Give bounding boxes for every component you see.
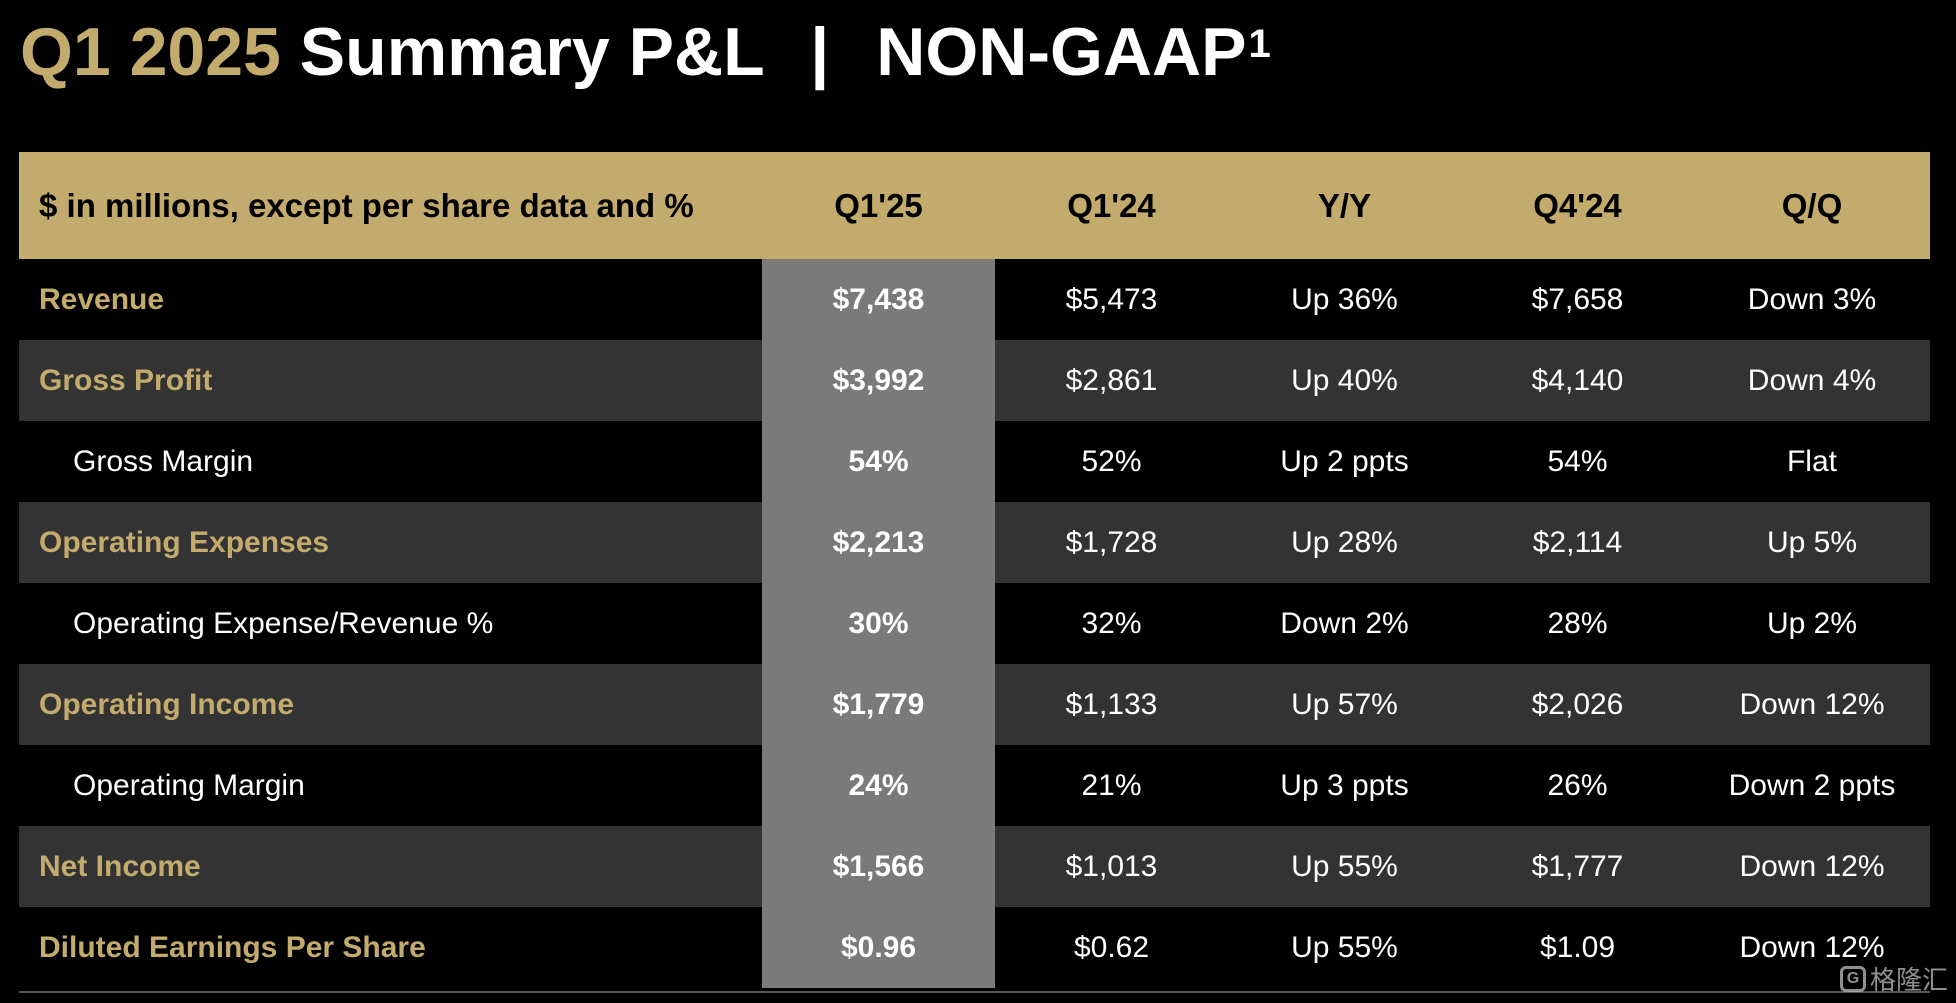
cell-qoq: Down 12% <box>1739 930 1885 964</box>
cell-q4-24: $1,777 <box>1531 849 1624 883</box>
table-row: Diluted Earnings Per Share $0.96 $0.62 U… <box>19 907 1930 988</box>
cell-q1-24: 32% <box>1081 606 1142 640</box>
cell-q1-25: $2,213 <box>762 502 995 583</box>
cell-yoy: Up 2 ppts <box>1280 444 1409 478</box>
page-title: Q1 2025 Summary P&L | NON-GAAP1 <box>20 10 1271 95</box>
cell-yoy: Up 3 ppts <box>1280 768 1409 802</box>
cell-qoq: Up 5% <box>1766 525 1858 559</box>
cell-yoy: Up 36% <box>1291 282 1398 316</box>
cell-q1-25: $3,992 <box>762 340 995 421</box>
cell-qoq: Down 12% <box>1739 687 1885 721</box>
cell-qoq: Down 12% <box>1739 849 1885 883</box>
cell-yoy: Down 2% <box>1280 606 1409 640</box>
row-label: Operating Income <box>39 687 295 721</box>
cell-q4-24: 28% <box>1547 606 1608 640</box>
cell-q4-24: $2,026 <box>1531 687 1624 721</box>
table-row: Operating Expenses $2,213 $1,728 Up 28% … <box>19 502 1930 583</box>
table-row: Operating Income $1,779 $1,133 Up 57% $2… <box>19 664 1930 745</box>
table-header-row: $ in millions, except per share data and… <box>19 152 1930 259</box>
column-header-q1-24: Q1'24 <box>1067 186 1156 224</box>
row-label: Operating Expense/Revenue % <box>73 606 494 640</box>
column-header-yoy: Y/Y <box>1317 186 1372 224</box>
row-label: Net Income <box>39 849 201 883</box>
cell-qoq: Down 3% <box>1747 282 1877 316</box>
title-footnote-marker: 1 <box>1248 22 1271 66</box>
row-label: Operating Margin <box>73 768 305 802</box>
cell-q1-25: 30% <box>762 583 995 664</box>
cell-q1-24: $1,133 <box>1065 687 1158 721</box>
cell-yoy: Up 57% <box>1291 687 1398 721</box>
cell-q4-24: $2,114 <box>1532 525 1623 559</box>
table-row: Gross Margin 54% 52% Up 2 ppts 54% Flat <box>19 421 1930 502</box>
cell-qoq: Down 4% <box>1747 363 1877 397</box>
column-header-qoq: Q/Q <box>1781 186 1843 224</box>
watermark-logo-icon: G <box>1839 965 1866 992</box>
row-label: Revenue <box>39 282 165 316</box>
cell-q1-25: 24% <box>762 745 995 826</box>
table-row: Gross Profit $3,992 $2,861 Up 40% $4,140… <box>19 340 1930 421</box>
cell-q1-25: $1,779 <box>762 664 995 745</box>
title-main: Summary P&L <box>299 14 764 90</box>
cell-q4-24: 26% <box>1547 768 1608 802</box>
cell-q1-24: 52% <box>1081 444 1142 478</box>
cell-q1-24: $1,013 <box>1065 849 1158 883</box>
cell-qoq: Down 2 ppts <box>1728 768 1896 802</box>
row-label: Operating Expenses <box>39 525 330 559</box>
row-label: Gross Margin <box>73 444 254 478</box>
watermark-text: 格隆汇 <box>1869 965 1948 995</box>
cell-q1-24: $2,861 <box>1065 363 1158 397</box>
table-row: Operating Margin 24% 21% Up 3 ppts 26% D… <box>19 745 1930 826</box>
cell-q1-25: $7,438 <box>762 259 995 340</box>
cell-q1-24: $5,473 <box>1065 282 1158 316</box>
cell-q4-24: 54% <box>1547 444 1608 478</box>
cell-q4-24: $1.09 <box>1539 930 1616 964</box>
cell-qoq: Flat <box>1786 444 1837 478</box>
row-label: Diluted Earnings Per Share <box>39 930 426 964</box>
cell-qoq: Up 2% <box>1766 606 1858 640</box>
title-suffix: NON-GAAP <box>876 14 1247 90</box>
watermark: G 格隆汇 <box>1839 960 1948 997</box>
title-separator: | <box>810 14 830 90</box>
table-row: Net Income $1,566 $1,013 Up 55% $1,777 D… <box>19 826 1930 907</box>
table-row: Revenue $7,438 $5,473 Up 36% $7,658 Down… <box>19 259 1930 340</box>
column-header-q1-25: Q1'25 <box>834 186 923 224</box>
column-header-q4-24: Q4'24 <box>1533 186 1622 224</box>
cell-q4-24: $4,140 <box>1531 363 1624 397</box>
cell-yoy: Up 55% <box>1291 930 1398 964</box>
cell-q1-25: 54% <box>762 421 995 502</box>
row-label: Gross Profit <box>39 363 213 397</box>
cell-q1-25: $0.96 <box>762 907 995 988</box>
footer-divider <box>19 991 1930 993</box>
cell-yoy: Up 28% <box>1291 525 1398 559</box>
title-period: Q1 2025 <box>20 14 281 90</box>
cell-q1-24: $0.62 <box>1073 930 1150 964</box>
cell-q4-24: $7,658 <box>1531 282 1624 316</box>
cell-q1-24: $1,728 <box>1065 525 1158 559</box>
cell-q1-24: 21% <box>1081 768 1142 802</box>
table-row: Operating Expense/Revenue % 30% 32% Down… <box>19 583 1930 664</box>
summary-pl-table: $ in millions, except per share data and… <box>19 152 1930 988</box>
cell-yoy: Up 55% <box>1291 849 1398 883</box>
column-header-label: $ in millions, except per share data and… <box>39 186 694 224</box>
cell-q1-25: $1,566 <box>762 826 995 907</box>
cell-yoy: Up 40% <box>1291 363 1398 397</box>
